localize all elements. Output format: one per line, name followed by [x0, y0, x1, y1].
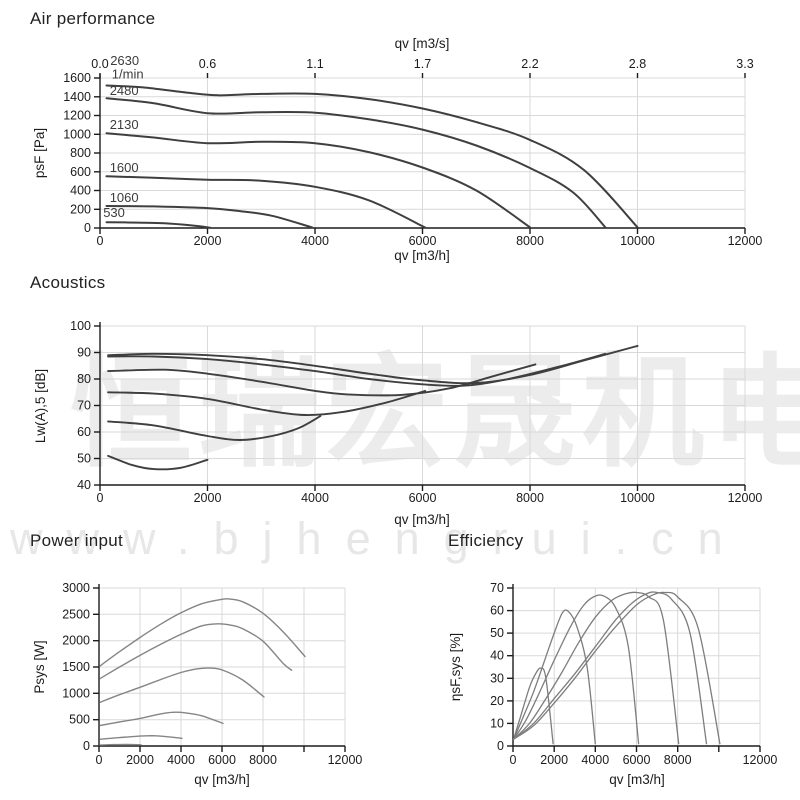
- svg-text:1000: 1000: [63, 127, 91, 141]
- svg-text:1600: 1600: [110, 160, 139, 175]
- svg-text:1000: 1000: [62, 686, 90, 700]
- svg-text:2.8: 2.8: [629, 57, 646, 71]
- svg-text:qv [m3/s]: qv [m3/s]: [395, 36, 450, 51]
- svg-text:qv [m3/h]: qv [m3/h]: [609, 772, 665, 787]
- acoustics-title: Acoustics: [30, 273, 106, 292]
- svg-text:2500: 2500: [62, 607, 90, 621]
- svg-text:0: 0: [84, 221, 91, 235]
- svg-text:8000: 8000: [516, 491, 544, 505]
- svg-text:1060: 1060: [110, 190, 139, 205]
- air-performance-title: Air performance: [30, 9, 156, 28]
- svg-text:70: 70: [77, 399, 91, 413]
- svg-text:2000: 2000: [62, 634, 90, 648]
- svg-text:1500: 1500: [62, 660, 90, 674]
- svg-text:20: 20: [490, 694, 504, 708]
- svg-text:2630: 2630: [110, 53, 139, 68]
- svg-text:ηsF,sys [%]: ηsF,sys [%]: [448, 633, 463, 701]
- svg-text:6000: 6000: [623, 753, 651, 767]
- svg-text:12000: 12000: [328, 753, 363, 767]
- svg-text:4000: 4000: [301, 234, 329, 248]
- svg-text:10: 10: [490, 716, 504, 730]
- svg-text:80: 80: [77, 372, 91, 386]
- svg-text:800: 800: [70, 146, 91, 160]
- svg-text:400: 400: [70, 184, 91, 198]
- svg-text:90: 90: [77, 346, 91, 360]
- svg-text:100: 100: [70, 319, 91, 333]
- svg-text:6000: 6000: [409, 234, 437, 248]
- svg-text:8000: 8000: [249, 753, 277, 767]
- svg-text:1.1: 1.1: [306, 57, 323, 71]
- svg-text:1200: 1200: [63, 109, 91, 123]
- svg-text:6000: 6000: [208, 753, 236, 767]
- svg-text:qv [m3/h]: qv [m3/h]: [394, 248, 450, 263]
- svg-text:600: 600: [70, 165, 91, 179]
- svg-text:qv [m3/h]: qv [m3/h]: [394, 512, 450, 527]
- svg-text:0: 0: [83, 739, 90, 753]
- svg-text:40: 40: [490, 649, 504, 663]
- svg-text:1.7: 1.7: [414, 57, 431, 71]
- svg-text:Psys [W]: Psys [W]: [32, 640, 47, 693]
- svg-text:3.3: 3.3: [736, 57, 753, 71]
- svg-text:50: 50: [490, 626, 504, 640]
- svg-text:12000: 12000: [743, 753, 778, 767]
- svg-text:30: 30: [490, 671, 504, 685]
- svg-text:Lw(A),5 [dB]: Lw(A),5 [dB]: [33, 369, 48, 443]
- svg-text:2.2: 2.2: [521, 57, 538, 71]
- svg-text:2000: 2000: [540, 753, 568, 767]
- svg-text:0: 0: [497, 739, 504, 753]
- svg-text:8000: 8000: [664, 753, 692, 767]
- svg-text:8000: 8000: [516, 234, 544, 248]
- svg-text:1600: 1600: [63, 71, 91, 85]
- svg-text:12000: 12000: [728, 491, 763, 505]
- svg-text:10000: 10000: [620, 491, 655, 505]
- svg-text:2000: 2000: [194, 234, 222, 248]
- svg-text:12000: 12000: [728, 234, 763, 248]
- svg-text:0: 0: [97, 234, 104, 248]
- svg-text:0.0: 0.0: [91, 57, 108, 71]
- svg-text:6000: 6000: [409, 491, 437, 505]
- svg-text:2130: 2130: [110, 117, 139, 132]
- svg-text:0: 0: [96, 753, 103, 767]
- efficiency-title: Efficiency: [448, 531, 524, 550]
- svg-text:qv [m3/h]: qv [m3/h]: [194, 772, 250, 787]
- svg-text:2000: 2000: [126, 753, 154, 767]
- svg-text:1400: 1400: [63, 90, 91, 104]
- svg-text:0: 0: [97, 491, 104, 505]
- svg-text:0: 0: [510, 753, 517, 767]
- svg-text:70: 70: [490, 581, 504, 595]
- svg-text:40: 40: [77, 478, 91, 492]
- svg-text:10000: 10000: [620, 234, 655, 248]
- svg-text:60: 60: [490, 604, 504, 618]
- svg-text:psF [Pa]: psF [Pa]: [32, 128, 47, 178]
- svg-text:4000: 4000: [301, 491, 329, 505]
- power-input-title: Power input: [30, 531, 124, 550]
- svg-text:50: 50: [77, 452, 91, 466]
- svg-text:60: 60: [77, 425, 91, 439]
- svg-text:2000: 2000: [194, 491, 222, 505]
- svg-text:530: 530: [103, 205, 125, 220]
- svg-text:0.6: 0.6: [199, 57, 216, 71]
- svg-text:1/min: 1/min: [112, 66, 144, 81]
- watermark-url: www.bjhengrui.cn: [10, 513, 747, 564]
- svg-text:200: 200: [70, 202, 91, 216]
- svg-text:4000: 4000: [167, 753, 195, 767]
- svg-text:2480: 2480: [110, 83, 139, 98]
- svg-text:3000: 3000: [62, 581, 90, 595]
- svg-text:500: 500: [69, 713, 90, 727]
- svg-text:4000: 4000: [581, 753, 609, 767]
